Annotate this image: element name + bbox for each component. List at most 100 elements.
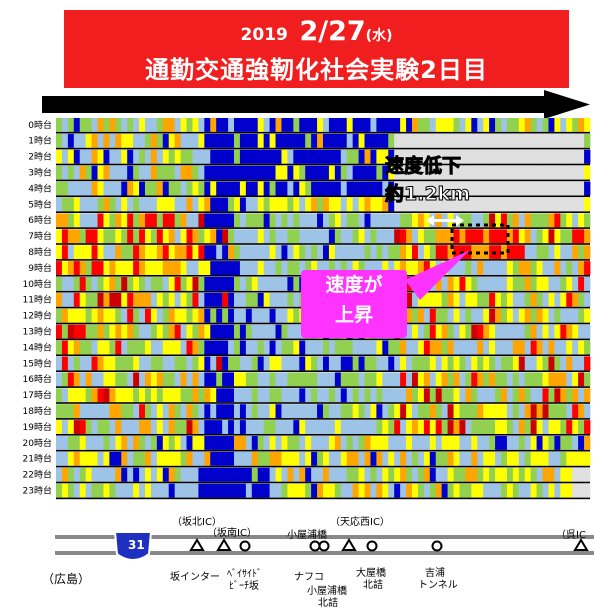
- heatmap-cell: [352, 213, 359, 228]
- heatmap-cell: [127, 213, 134, 228]
- heatmap-cell: [67, 181, 75, 196]
- heatmap-cell: [483, 372, 490, 387]
- heatmap-cell: [524, 388, 532, 403]
- heatmap-cell: [358, 483, 365, 498]
- heatmap-cell: [139, 229, 146, 244]
- heatmap-cell: [536, 149, 543, 164]
- heatmap-cell: [346, 197, 354, 212]
- heatmap-cell: [275, 292, 282, 307]
- heatmap-cell: [67, 340, 75, 355]
- heatmap-cell: [145, 483, 152, 498]
- heatmap-cell: [162, 372, 170, 387]
- heatmap-cell: [388, 197, 395, 212]
- heatmap-cell: [578, 388, 585, 403]
- heatmap-cell: [204, 436, 211, 450]
- heatmap-cell: [501, 292, 508, 307]
- heatmap-cell: [251, 420, 259, 434]
- heatmap-cell: [447, 451, 454, 466]
- heatmap-cell: [73, 467, 81, 482]
- heatmap-cell: [293, 261, 300, 275]
- heatmap-cell: [435, 451, 443, 466]
- heatmap-cell: [162, 308, 170, 323]
- heatmap-cell: [156, 181, 164, 196]
- heatmap-cell: [56, 292, 63, 307]
- heatmap-cell: [186, 451, 193, 466]
- heatmap-cell: [358, 181, 365, 196]
- heatmap-cell: [192, 118, 199, 132]
- heatmap-cell: [103, 356, 110, 371]
- heatmap-cell: [210, 308, 217, 323]
- heatmap-cell: [216, 420, 223, 434]
- heatmap-cell: [91, 229, 98, 244]
- heatmap-cell: [435, 197, 443, 212]
- heatmap-cell: [412, 451, 419, 466]
- heatmap-cell: [495, 277, 502, 291]
- heatmap-cell: [465, 388, 472, 403]
- heatmap-cell: [358, 388, 365, 403]
- heatmap-cell: [536, 213, 543, 228]
- heatmap-cell: [257, 451, 265, 466]
- heatmap-cell: [228, 277, 235, 291]
- heatmap-cell: [103, 181, 110, 196]
- heatmap-cell: [257, 404, 265, 419]
- heatmap-cell: [471, 451, 478, 466]
- heatmap-cell: [417, 133, 425, 148]
- heatmap-cell: [388, 133, 395, 148]
- heatmap-cell: [477, 292, 484, 307]
- heatmap-cell: [204, 229, 211, 244]
- heatmap-cell: [317, 149, 324, 164]
- ic-triangle-icon: [189, 538, 205, 551]
- heatmap-cell: [364, 245, 371, 260]
- heatmap-cell: [139, 197, 146, 212]
- heatmap-cell: [245, 420, 253, 434]
- heatmap-cell: [501, 436, 508, 450]
- heatmap-cell: [216, 165, 223, 180]
- heatmap-cell: [198, 340, 205, 355]
- heatmap-cell: [85, 356, 92, 371]
- heatmap-cell: [518, 404, 526, 419]
- heatmap-cell: [512, 372, 520, 387]
- heatmap-cell: [156, 133, 164, 148]
- heatmap-cell: [394, 133, 401, 148]
- heatmap-cell: [406, 165, 413, 180]
- heatmap-row: 19時台: [23, 420, 591, 436]
- heatmap-cell: [287, 229, 294, 244]
- heatmap-cell: [465, 165, 472, 180]
- heatmap-cell: [91, 467, 98, 482]
- heatmap-cell: [91, 133, 98, 148]
- heatmap-cell: [91, 118, 98, 132]
- heatmap-cell: [412, 308, 419, 323]
- heatmap-cell: [67, 197, 75, 212]
- heatmap-cell: [518, 277, 526, 291]
- heatmap-cell: [524, 372, 532, 387]
- heatmap-cell: [352, 261, 359, 275]
- heatmap-cell: [423, 133, 431, 148]
- heatmap-cell: [358, 229, 365, 244]
- heatmap-cell: [370, 483, 377, 498]
- heatmap-cell: [204, 165, 211, 180]
- heatmap-cell: [186, 356, 193, 371]
- heatmap-cell: [115, 340, 122, 355]
- heatmap-cell: [417, 292, 425, 307]
- heatmap-cell: [512, 292, 520, 307]
- heatmap-cell: [239, 436, 247, 450]
- heatmap-cell: [115, 245, 122, 260]
- heatmap-cell: [103, 133, 110, 148]
- heatmap-cell: [133, 118, 140, 132]
- heatmap-cell: [530, 388, 537, 403]
- heatmap-cell: [91, 483, 98, 498]
- heatmap-cell: [269, 404, 276, 419]
- heatmap-cell: [530, 372, 537, 387]
- heatmap-cell: [441, 308, 448, 323]
- heatmap-cell: [257, 277, 265, 291]
- heatmap-cell: [429, 229, 437, 244]
- heatmap-cell: [566, 292, 573, 307]
- heatmap-cell: [269, 292, 276, 307]
- heatmap-cell: [584, 356, 591, 371]
- heatmap-cell: [133, 308, 140, 323]
- heatmap-cell: [180, 324, 187, 339]
- heatmap-cell: [471, 277, 478, 291]
- heatmap-cell: [417, 213, 425, 228]
- heatmap-cell: [554, 133, 561, 148]
- heatmap-cell: [477, 213, 484, 228]
